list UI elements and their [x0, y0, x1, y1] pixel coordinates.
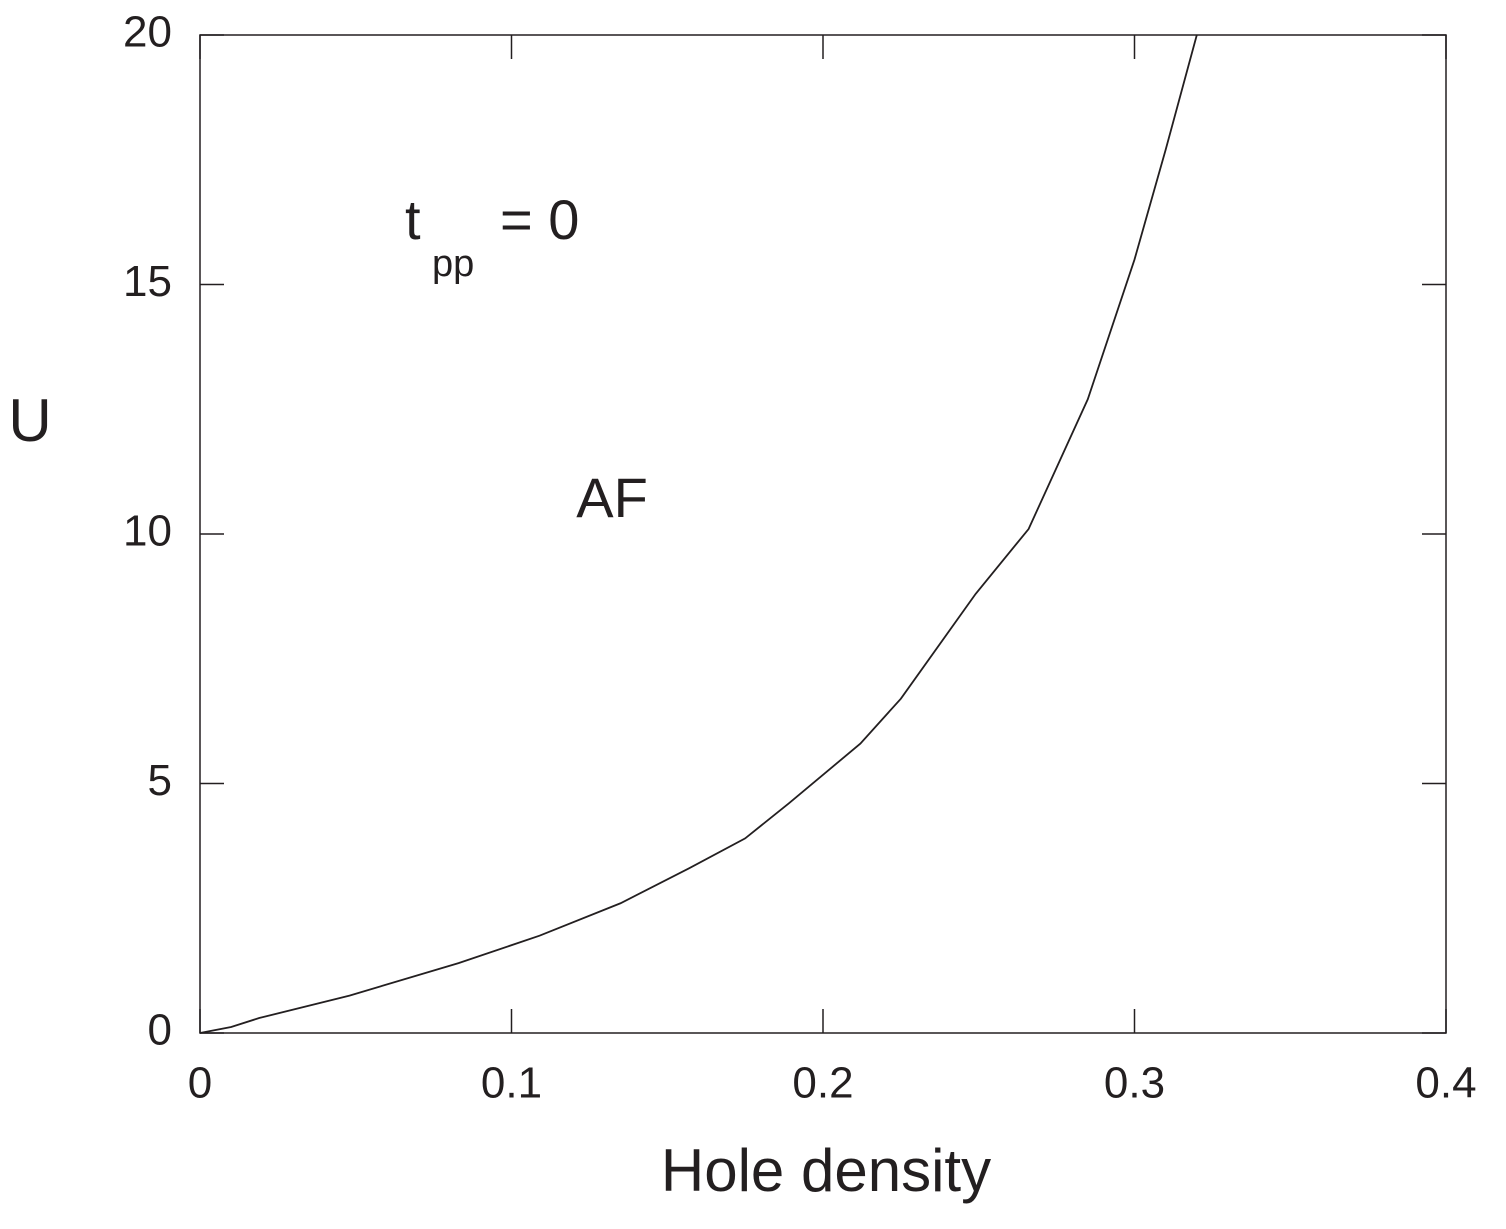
plot-frame: [199, 34, 1447, 1034]
param-symbol: t: [405, 188, 421, 251]
y-tick-label: 0: [148, 1006, 172, 1055]
x-tick-label: 0.1: [481, 1059, 542, 1108]
y-tick-label: 20: [123, 8, 172, 57]
phase-label: AF: [576, 466, 648, 529]
y-tick-label: 15: [123, 257, 172, 306]
data-line: [199, 34, 1198, 1034]
x-tick-label: 0.2: [792, 1059, 853, 1108]
y-axis-label: U: [8, 387, 51, 454]
y-tick-label: 10: [123, 507, 172, 556]
y-tick-label: 5: [148, 756, 172, 805]
x-tick-label: 0.3: [1104, 1059, 1165, 1108]
param-subscript: pp: [432, 243, 474, 285]
param-value: = 0: [500, 188, 579, 251]
x-tick-label: 0: [188, 1059, 212, 1108]
x-axis-label: Hole density: [661, 1137, 991, 1204]
x-tick-label: 0.4: [1415, 1059, 1476, 1108]
